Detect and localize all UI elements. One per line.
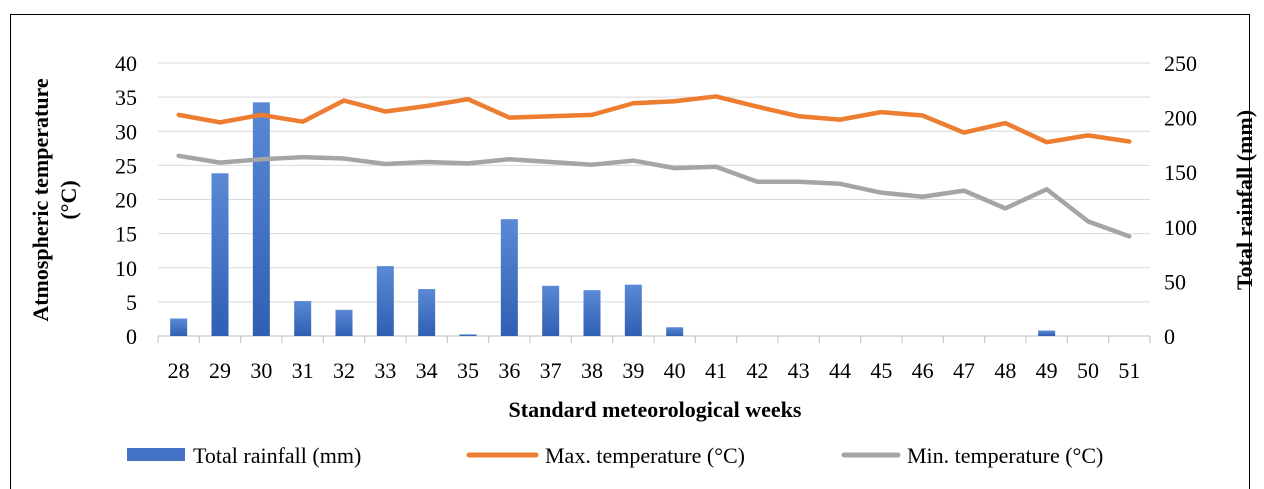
left-tick-label: 10 [115,256,137,281]
rainfall-bar [170,318,188,336]
rainfall-bar [624,284,642,336]
rainfall-bar [1038,330,1056,336]
x-tick-label: 31 [292,358,314,383]
legend-label-max-temp: Max. temperature (°C) [545,443,745,468]
rainfall-bar [335,309,353,336]
x-axis-title: Standard meteorological weeks [509,397,802,422]
left-tick-label: 40 [115,51,137,76]
grid-lines [157,62,1151,343]
left-tick-label: 20 [115,188,137,213]
max-temperature-line [176,94,1132,145]
min-temperature-line [176,153,1132,239]
x-tick-label: 36 [498,358,520,383]
x-tick-label: 47 [953,358,975,383]
x-tick-label: 50 [1077,358,1099,383]
left-axis-ticks: 0 5 10 15 20 25 30 35 40 [115,51,137,349]
rainfall-bar [542,285,560,336]
rainfall-bar [252,102,270,336]
temperature-lines [176,94,1132,239]
rainfall-bar [583,290,601,336]
x-tick-label: 51 [1118,358,1140,383]
x-tick-label: 44 [829,358,851,383]
x-tick-label: 37 [540,358,562,383]
x-tick-label: 34 [416,358,438,383]
x-tick-label: 46 [912,358,934,383]
right-axis-ticks: 0 50 100 150 200 250 [1164,51,1197,349]
rainfall-bar [294,301,312,336]
rainfall-bars [170,102,1056,336]
x-tick-label: 41 [705,358,727,383]
rainfall-bar [459,334,477,336]
rainfall-bar [211,173,229,336]
x-axis-ticks: 28 29 30 31 32 33 34 35 36 37 38 39 40 41 42 43 44 45 46 47… [168,358,1141,383]
left-tick-label: 35 [115,85,137,110]
x-tick-label: 43 [788,358,810,383]
x-tick-label: 49 [1036,358,1058,383]
x-tick-label: 30 [250,358,272,383]
x-tick-label: 29 [209,358,231,383]
right-tick-label: 100 [1164,215,1197,240]
legend-swatch-rainfall [127,448,185,461]
x-tick-label: 32 [333,358,355,383]
legend-label-rainfall: Total rainfall (mm) [193,443,361,468]
left-tick-label: 0 [126,324,137,349]
rainfall-bar [666,327,684,336]
right-axis-title: Total rainfall (mm) [1232,110,1257,290]
right-tick-label: 50 [1164,269,1186,294]
left-tick-label: 5 [126,290,137,315]
right-tick-label: 150 [1164,160,1197,185]
x-tick-label: 39 [622,358,644,383]
x-tick-label: 40 [664,358,686,383]
right-tick-label: 200 [1164,106,1197,131]
x-tick-label: 33 [374,358,396,383]
legend: Total rainfall (mm) Max. temperature (°C… [127,443,1103,468]
x-tick-label: 28 [168,358,190,383]
x-tick-label: 38 [581,358,603,383]
left-axis-title-line1: Atmospheric temperature [28,78,53,322]
x-tick-label: 42 [746,358,768,383]
left-tick-label: 30 [115,119,137,144]
rainfall-bar [376,266,394,336]
rainfall-bar [418,289,436,336]
x-tick-label: 48 [994,358,1016,383]
left-tick-label: 25 [115,153,137,178]
rainfall-bar [500,219,518,336]
left-axis-title-line2: (°C) [56,180,81,219]
x-tick-label: 35 [457,358,479,383]
right-tick-label: 0 [1164,324,1175,349]
left-tick-label: 15 [115,222,137,247]
right-tick-label: 250 [1164,51,1197,76]
x-tick-label: 45 [870,358,892,383]
legend-label-min-temp: Min. temperature (°C) [907,443,1103,468]
